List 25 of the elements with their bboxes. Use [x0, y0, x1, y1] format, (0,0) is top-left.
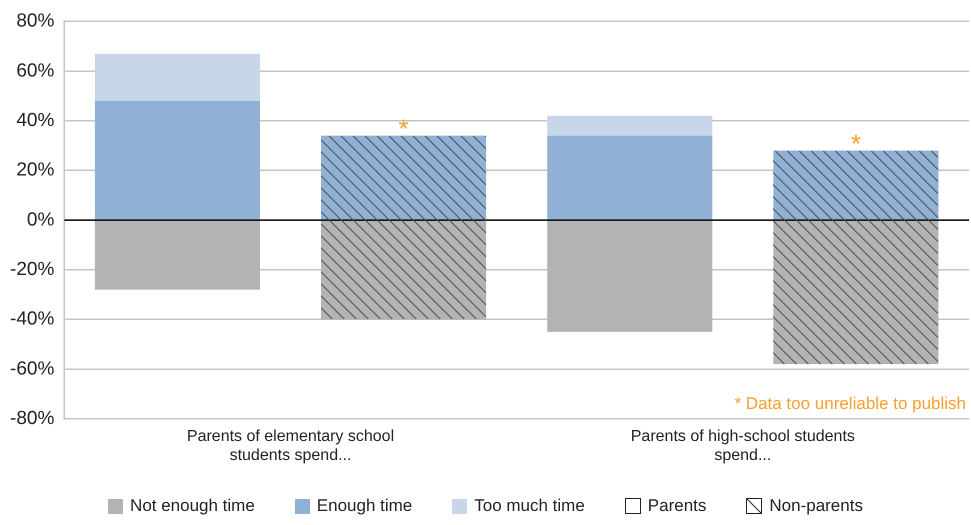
y-tick-label: -20% [10, 259, 54, 280]
y-tick-label: 80% [16, 10, 54, 32]
text: Parents of elementary school students spend... [186, 426, 396, 465]
y-tick-label: 0% [26, 209, 54, 230]
bar [94, 100, 260, 220]
text: Parents [648, 496, 706, 516]
annotation: * [398, 114, 409, 144]
y-tick-label: 20% [16, 160, 54, 181]
legend-label: Too much time [474, 496, 585, 516]
legend-label: Enough time [316, 496, 412, 516]
text: Non-parents [769, 496, 863, 516]
bar [94, 220, 260, 290]
bar [94, 54, 260, 101]
y-tick-label: 40% [16, 110, 54, 131]
y-tick-label: -40% [10, 308, 54, 330]
y-tick-label: -60% [10, 358, 54, 380]
annotation: * Data too unreliable to publish [734, 394, 966, 413]
bar [547, 220, 712, 332]
legend-label: Not enough time [130, 496, 255, 516]
bar [547, 136, 712, 220]
bar [547, 116, 712, 136]
y-tick-label: 60% [16, 60, 54, 82]
y-tick-label: -80% [10, 408, 54, 430]
text: Parents of high-school students spend... [630, 426, 856, 465]
annotation: * [850, 128, 861, 159]
